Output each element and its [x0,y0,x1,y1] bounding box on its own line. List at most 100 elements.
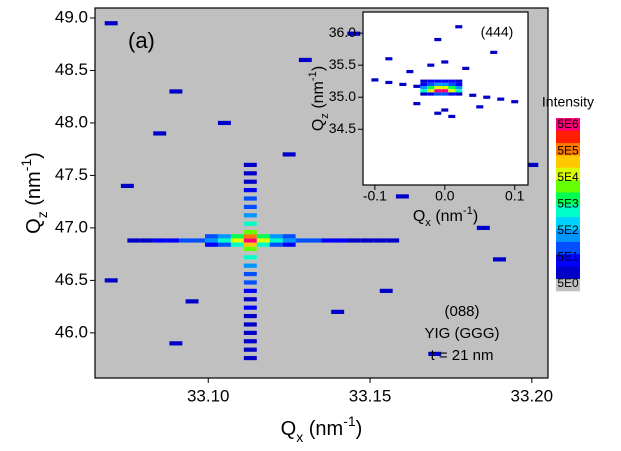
heat-cell [282,238,296,243]
heat-cell [399,82,407,87]
annotation: YIG (GGG) [425,325,500,342]
heat-cell [434,37,442,42]
heat-cell [448,92,456,96]
heat-cell [525,162,539,168]
axis-label-part: x [296,429,303,445]
x-tick-label: 33.15 [349,386,392,405]
heat-cell [321,238,335,243]
x-tick-label: -0.1 [363,188,387,204]
heat-cell [428,351,442,356]
heat-cell [243,297,257,302]
y-tick-label: 47.5 [55,165,88,184]
colorbar-tick-label: 5E2 [557,223,579,237]
heat-cell [243,339,257,344]
panel-label: (444) [481,24,514,40]
axis-label-part: ) [356,418,363,440]
heat-cell [205,238,218,243]
heat-cell [434,82,442,87]
heat-cell [243,355,257,361]
axis-label-part: ) [473,208,478,225]
y-tick-label: 49.0 [55,7,88,26]
heat-cell [427,89,435,93]
heat-cell [385,57,393,61]
heat-cell [243,280,257,285]
heat-cell [434,86,442,90]
heat-cell [127,238,141,243]
colorbar-band [556,167,580,181]
heat-cell [205,234,218,239]
annotation: t = 21 nm [431,347,494,364]
heat-cell [490,50,498,54]
heat-cell [169,341,183,346]
heat-cell [256,242,270,247]
heat-cell [120,183,134,189]
x-tick-label: 0.1 [505,188,525,204]
colorbar-band [556,229,580,242]
heat-cell [243,238,257,243]
heat-cell [455,92,463,96]
heat-cell [269,234,283,239]
heat-cell [230,234,244,239]
heat-cell [256,238,270,243]
heat-cell [331,309,345,314]
panel-label: (a) [128,28,155,53]
heat-cell [455,89,463,93]
axis-label-part: Q [413,208,425,225]
heat-cell [476,225,490,230]
heat-cell [282,234,296,239]
heat-cell [140,238,154,243]
colorbar-band [556,179,580,193]
axis-label-part: Q [310,119,327,131]
heat-cell [205,242,218,247]
heat-cell [282,152,296,157]
heat-cell [385,80,393,85]
heat-cell [448,89,456,93]
y-axis-label: Qz (nm-1) [18,152,50,234]
heat-cell [469,93,477,97]
heat-cell [243,188,257,193]
y-tick-label: 47.0 [55,217,88,236]
x-tick-label: 33.20 [511,386,554,405]
heat-cell [448,86,456,90]
heat-cell [420,79,428,83]
heat-cell [243,230,257,235]
heat-cell [455,82,463,87]
y-axis-label: Qz (nm-1) [307,66,331,131]
heat-cell [420,92,428,96]
axis-label-part: x [425,217,431,229]
colorbar-band [556,204,580,218]
heat-cell [420,89,428,93]
heat-cell [230,242,244,247]
plot-frame [94,7,549,379]
colorbar-tick-label: 5E3 [557,197,579,211]
colorbar-band [556,241,580,255]
colorbar-band [556,216,580,230]
heat-cell [441,86,449,90]
heat-cell [455,79,463,83]
heat-cell [166,238,180,243]
heat-cell [434,79,442,83]
heat-cell [217,242,231,247]
heat-cell [230,238,244,243]
heat-cell [373,238,387,243]
heat-cell [455,25,463,29]
heat-cell [448,82,456,87]
axis-label-part: -1 [463,205,473,217]
axis-label-part: -1 [307,71,319,81]
heat-cell [256,234,270,239]
y-tick-label: 46.0 [55,322,88,341]
heat-cell [243,330,257,335]
heat-cell [420,82,428,87]
heat-cell [104,278,118,283]
y-tick-label: 36.0 [329,24,356,40]
colorbar-tick-label: 5E4 [557,170,579,184]
x-tick-label: 33.10 [187,386,230,405]
heat-cell [441,89,449,93]
heat-cell [427,63,435,67]
cells [104,21,539,361]
heat-cell [243,288,257,293]
axis-label-part: ) [23,152,45,159]
colorbar-tick-label: 5E0 [557,276,579,290]
heat-cell [448,79,456,83]
